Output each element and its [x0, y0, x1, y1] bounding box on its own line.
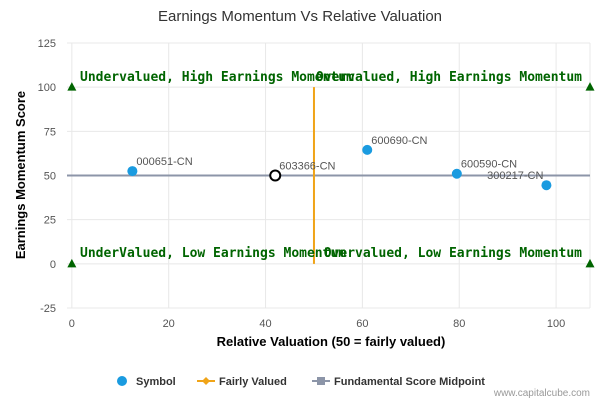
y-tick-label: 100 [38, 82, 56, 94]
x-tick-label: 80 [453, 318, 465, 330]
legend: Symbol Fairly Valued Fundamental Score Mid… [117, 376, 485, 388]
data-point [127, 166, 138, 177]
x-tick-label: 60 [356, 318, 368, 330]
x-tick-label: 100 [547, 318, 565, 330]
legend-midpoint-label: Fundamental Score Midpoint [334, 376, 485, 388]
quadrant-label-bottom-left: UnderValued, Low Earnings Momentum [80, 246, 346, 261]
data-point-label: 603366-CN [279, 161, 335, 173]
corner-triangle-icon [67, 82, 77, 91]
corner-triangle-icon [585, 82, 595, 91]
data-point-label: 600590-CN [461, 159, 517, 171]
y-tick-label: 75 [44, 126, 56, 138]
y-tick-label: 125 [38, 38, 56, 50]
legend-symbol-label: Symbol [136, 376, 176, 388]
chart-title: Earnings Momentum Vs Relative Valuation [158, 8, 442, 25]
data-point [541, 180, 552, 191]
legend-fairly-valued-label: Fairly Valued [219, 376, 287, 388]
y-tick-label: -25 [40, 303, 56, 315]
legend-square-icon [317, 377, 325, 385]
quadrant-labels: Undervalued, High Earnings MomentumOverv… [80, 70, 582, 261]
quadrant-label-bottom-right: Overvalued, Low Earnings Momentum [324, 246, 582, 261]
data-point [362, 144, 373, 155]
x-tick-label: 20 [163, 318, 175, 330]
quadrant-label-top-left: Undervalued, High Earnings Momentum [80, 70, 354, 85]
tick-labels: -25 0 25 50 75 100 125 0 20 40 60 80 100 [38, 38, 566, 330]
data-point [451, 168, 462, 179]
legend-diamond-icon [202, 377, 210, 385]
data-point-label: 600690-CN [371, 135, 427, 147]
x-tick-label: 40 [259, 318, 271, 330]
data-point-highlighted [269, 169, 282, 182]
corner-triangle-icon [67, 258, 77, 268]
y-tick-label: 50 [44, 171, 56, 183]
reference-lines [67, 87, 590, 264]
data-point-label: 000651-CN [136, 156, 192, 168]
x-axis-title: Relative Valuation (50 = fairly valued) [217, 334, 446, 349]
legend-symbol-marker [117, 376, 127, 386]
credit-text: www.capitalcube.com [493, 388, 590, 399]
y-tick-label: 25 [44, 215, 56, 227]
corner-triangle-icon [585, 258, 595, 268]
quadrant-label-top-right: Overvalued, High Earnings Momentum [316, 70, 582, 85]
corner-markers [67, 82, 595, 268]
y-tick-label: 0 [50, 259, 56, 271]
y-axis-title: Earnings Momentum Score [13, 91, 28, 259]
x-tick-label: 0 [69, 318, 75, 330]
data-point-label: 300217-CN [487, 170, 543, 182]
data-points: 000651-CN 603366-CN 600690-CN 600590-CN3002… [127, 135, 552, 191]
